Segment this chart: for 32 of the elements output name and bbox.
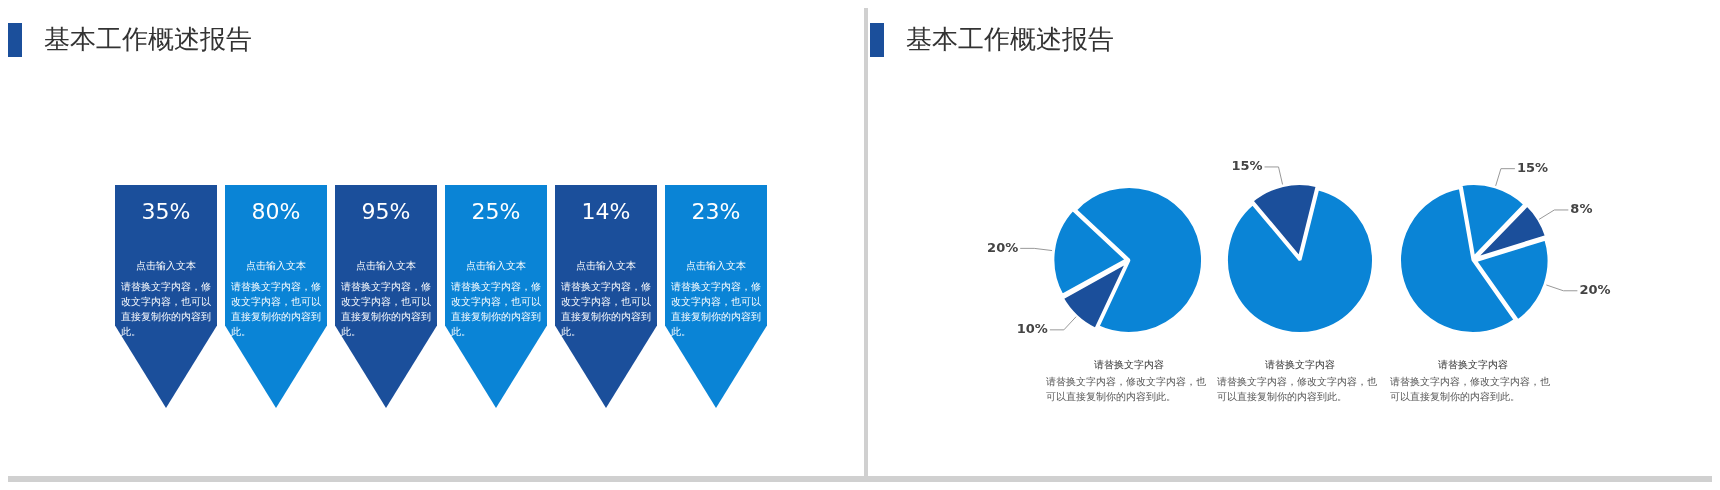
chart-title: 基本工作概述报告	[906, 23, 1114, 56]
data-label: 20%	[1579, 282, 1611, 298]
data-label: 23%	[690, 199, 742, 224]
data-label: 25%	[470, 199, 522, 224]
data-label: 35%	[140, 199, 192, 224]
data-label: 15%	[1231, 158, 1263, 174]
text: 基本工作概述报告	[44, 23, 252, 56]
data-label: 80%	[250, 199, 302, 224]
data-label: 14%	[580, 199, 632, 224]
data-label: 15%	[1516, 160, 1549, 176]
category-label: 点击输入文本	[685, 259, 747, 273]
text: 请替换文字内容，修改文字内容，也可以直接复制你的内容到此。	[341, 280, 432, 339]
text: 请替换文字内容	[1093, 358, 1165, 372]
data-label: 95%	[360, 199, 412, 224]
data-label: 20%	[987, 239, 1019, 255]
category-label: 点击输入文本	[355, 259, 417, 273]
data-label: 8%	[1570, 201, 1593, 217]
text: 请替换文字内容	[1437, 358, 1509, 372]
category-label: 点击输入文本	[465, 259, 527, 273]
data-label: 10%	[1016, 321, 1048, 337]
text: 请替换文字内容，修改文字内容，也可以直接复制你的内容到此。	[1046, 375, 1207, 404]
text: 请替换文字内容，修改文字内容，也可以直接复制你的内容到此。	[121, 280, 212, 339]
text: 请替换文字内容，修改文字内容，也可以直接复制你的内容到此。	[671, 280, 762, 339]
category-label: 点击输入文本	[135, 259, 197, 273]
text: 请替换文字内容，修改文字内容，也可以直接复制你的内容到此。	[561, 280, 652, 339]
text: 请替换文字内容	[1264, 358, 1336, 372]
text: 请替换文字内容，修改文字内容，也可以直接复制你的内容到此。	[231, 280, 322, 339]
text: 请替换文字内容，修改文字内容，也可以直接复制你的内容到此。	[451, 280, 542, 339]
category-label: 点击输入文本	[245, 259, 307, 273]
text: 请替换文字内容，修改文字内容，也可以直接复制你的内容到此。	[1390, 375, 1551, 404]
category-label: 点击输入文本	[575, 259, 637, 273]
text: 请替换文字内容，修改文字内容，也可以直接复制你的内容到此。	[1217, 375, 1378, 404]
